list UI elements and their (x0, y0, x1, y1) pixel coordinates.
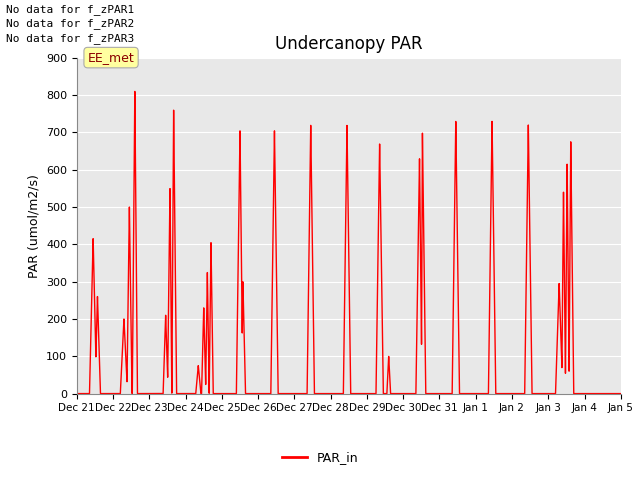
Text: No data for f_zPAR3: No data for f_zPAR3 (6, 33, 134, 44)
Text: No data for f_zPAR2: No data for f_zPAR2 (6, 18, 134, 29)
Text: No data for f_zPAR1: No data for f_zPAR1 (6, 4, 134, 15)
Text: EE_met: EE_met (88, 51, 134, 64)
Title: Undercanopy PAR: Undercanopy PAR (275, 35, 422, 53)
Y-axis label: PAR (umol/m2/s): PAR (umol/m2/s) (28, 174, 40, 277)
Legend: PAR_in: PAR_in (276, 446, 364, 469)
